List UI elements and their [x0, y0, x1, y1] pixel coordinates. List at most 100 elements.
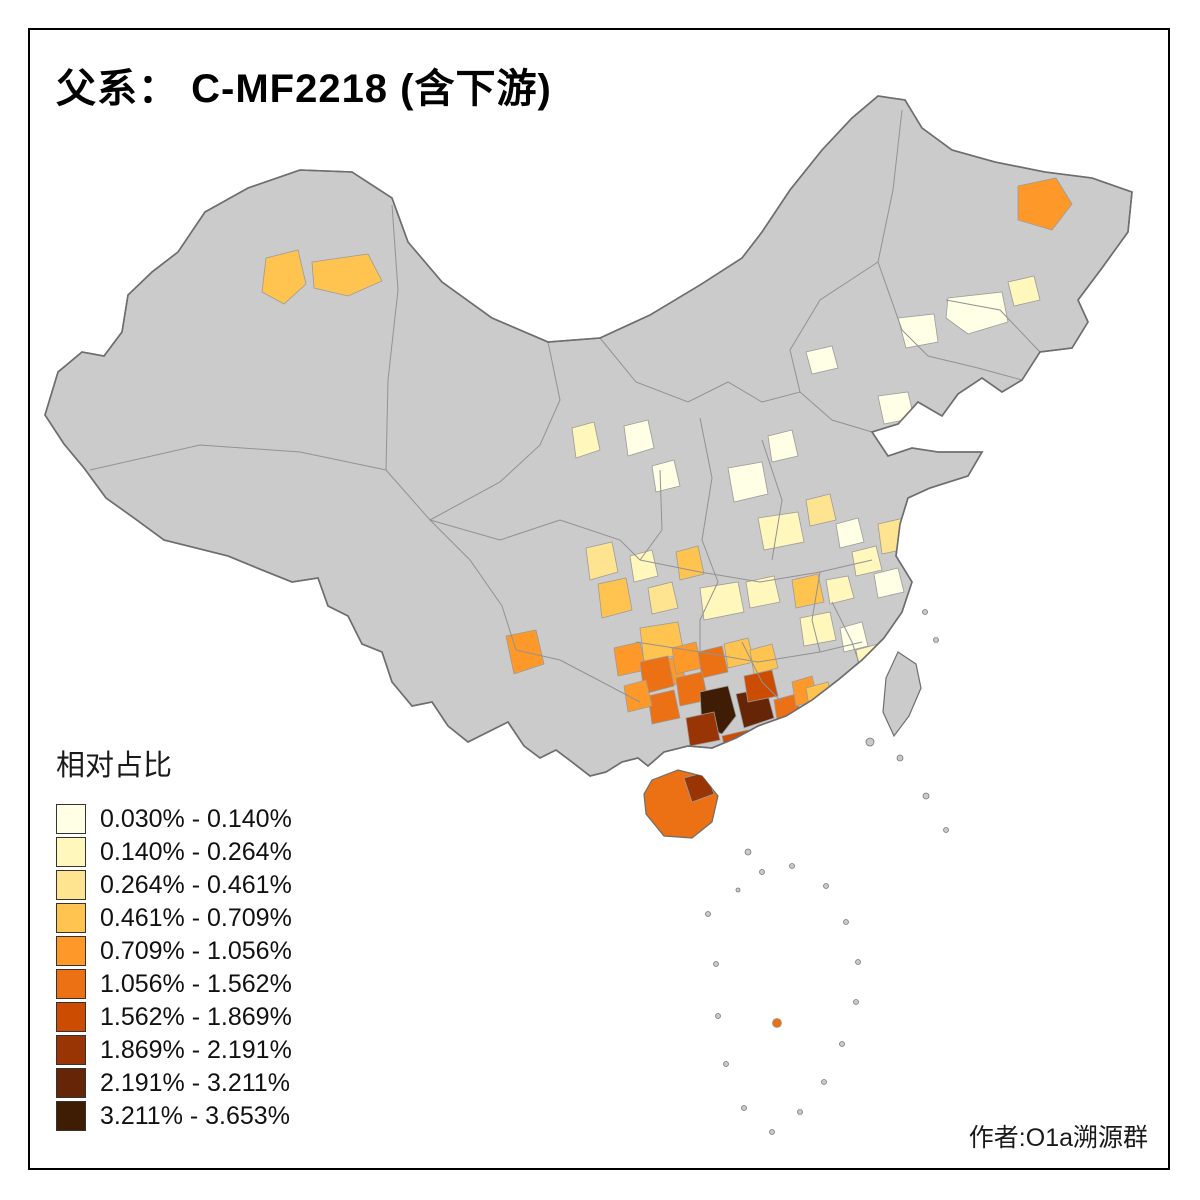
map-region — [825, 575, 855, 605]
legend-label: 0.030% - 0.140% — [100, 804, 292, 833]
legend-row: 1.869% - 2.191% — [56, 1035, 292, 1065]
province-borders — [89, 109, 1041, 703]
legend-swatch — [56, 1002, 86, 1032]
map-region — [745, 575, 781, 609]
map-region — [877, 391, 915, 425]
island-dot — [797, 1109, 803, 1115]
island-dot — [821, 1079, 827, 1085]
map-region — [743, 669, 779, 703]
legend-label: 1.869% - 2.191% — [100, 1035, 292, 1064]
map-region — [623, 679, 653, 713]
island-dot — [933, 637, 939, 643]
page-title: 父系： C-MF2218 (含下游) — [56, 67, 552, 111]
legend-swatch — [56, 837, 86, 867]
map-region — [1007, 275, 1041, 307]
taiwan-island — [882, 651, 922, 738]
map-region — [623, 419, 655, 457]
island-dot — [744, 848, 752, 856]
map-region — [727, 461, 769, 503]
island-dot — [713, 961, 719, 967]
legend-label: 2.191% - 3.211% — [100, 1068, 290, 1097]
legend-swatch — [56, 969, 86, 999]
map-region — [805, 345, 839, 375]
island-dot — [759, 869, 765, 875]
island-dot — [723, 1061, 729, 1067]
island-dot — [823, 883, 829, 889]
map-region — [311, 253, 383, 297]
legend-swatch — [56, 1101, 86, 1131]
map-region — [629, 549, 659, 583]
island-dot — [896, 754, 904, 762]
legend: 相对占比 0.030% - 0.140% 0.140% - 0.264% 0.264… — [56, 742, 292, 1134]
map-region — [571, 421, 601, 459]
map-region — [839, 621, 869, 653]
map-region — [855, 643, 885, 675]
island-dot — [843, 919, 849, 925]
map-region — [757, 511, 805, 551]
legend-label: 1.056% - 1.562% — [100, 969, 292, 998]
island-dot — [839, 1041, 845, 1047]
legend-swatch — [56, 1035, 86, 1065]
island-dot — [715, 1013, 721, 1019]
map-region — [767, 429, 799, 463]
legend-label: 3.211% - 3.653% — [100, 1101, 290, 1130]
legend-row: 2.191% - 3.211% — [56, 1068, 292, 1098]
island-dot — [741, 1105, 747, 1111]
legend-row: 0.030% - 0.140% — [56, 804, 292, 834]
legend-label: 0.709% - 1.056% — [100, 936, 292, 965]
island-dot — [922, 609, 928, 615]
map-region — [821, 699, 849, 729]
legend-row: 0.461% - 0.709% — [56, 903, 292, 933]
map-region — [805, 493, 837, 527]
map-region — [785, 711, 811, 739]
map-region — [685, 711, 721, 747]
map-region — [585, 541, 619, 581]
island-dot — [789, 863, 795, 869]
map-region — [897, 313, 939, 349]
map-region — [873, 567, 905, 599]
map-region — [749, 643, 779, 675]
china-outline — [44, 95, 1133, 777]
legend-swatch — [56, 870, 86, 900]
map-region — [799, 611, 837, 647]
attribution: 作者:O1a溯源群 — [968, 1124, 1148, 1152]
legend-row: 0.140% - 0.264% — [56, 837, 292, 867]
legend-title: 相对占比 — [56, 750, 173, 782]
legend-label: 1.562% - 1.869% — [100, 1002, 292, 1031]
map-region — [671, 641, 703, 675]
legend-label: 0.140% - 0.264% — [100, 837, 292, 866]
island-dot — [922, 792, 930, 800]
legend-swatch — [56, 903, 86, 933]
island-dot — [769, 1129, 775, 1135]
map-region — [877, 517, 911, 555]
legend-swatch — [56, 804, 86, 834]
legend-swatch — [56, 936, 86, 966]
legend-rows: 0.030% - 0.140% 0.140% - 0.264% 0.264% - 0… — [56, 804, 292, 1131]
map-region — [647, 581, 679, 615]
legend-swatch — [56, 1068, 86, 1098]
legend-row: 3.211% - 3.653% — [56, 1101, 292, 1131]
map-region — [791, 573, 825, 609]
hainan-island — [643, 769, 719, 839]
island-dot — [865, 737, 875, 747]
legend-row: 1.562% - 1.869% — [56, 1002, 292, 1032]
map-region — [647, 689, 681, 725]
map-region — [699, 581, 745, 621]
legend-label: 0.461% - 0.709% — [100, 903, 292, 932]
map-region — [697, 645, 729, 679]
island-dot — [943, 827, 949, 833]
map-region — [1017, 177, 1073, 231]
colored-island-dot — [772, 1018, 782, 1028]
map-region — [835, 517, 865, 549]
map-region — [261, 249, 307, 305]
island-dot — [853, 999, 859, 1005]
sea-islands — [705, 609, 949, 1135]
legend-row: 0.709% - 1.056% — [56, 936, 292, 966]
island-dot — [735, 887, 741, 893]
map-region — [597, 577, 633, 619]
legend-label: 0.264% - 0.461% — [100, 870, 292, 899]
legend-row: 1.056% - 1.562% — [56, 969, 292, 999]
legend-row: 0.264% - 0.461% — [56, 870, 292, 900]
